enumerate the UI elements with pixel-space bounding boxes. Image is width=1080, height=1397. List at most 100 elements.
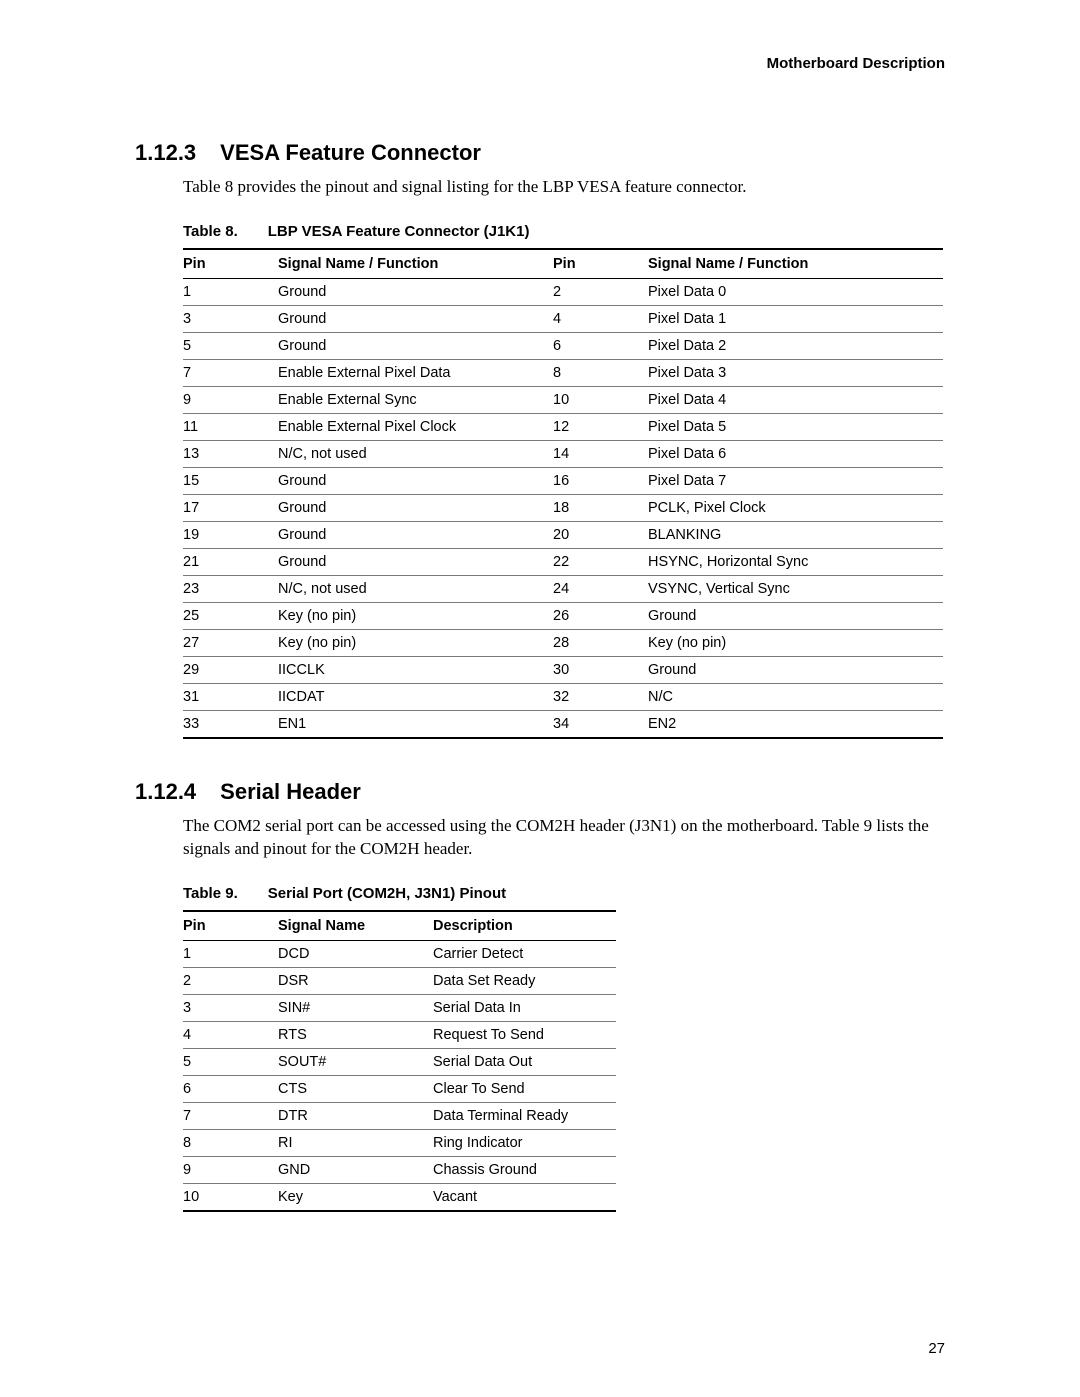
table-row: 1Ground2Pixel Data 0 [183, 278, 943, 305]
table-cell: Pixel Data 1 [648, 305, 943, 332]
table-cell: Data Set Ready [433, 967, 616, 994]
table-cell: 9 [183, 386, 278, 413]
table-cell: Data Terminal Ready [433, 1102, 616, 1129]
table-row: 6CTSClear To Send [183, 1075, 616, 1102]
table-cell: 8 [553, 359, 648, 386]
table-cell: CTS [278, 1075, 433, 1102]
table-cell: Key (no pin) [648, 629, 943, 656]
section-2-title: Serial Header [220, 779, 361, 804]
table-row: 11Enable External Pixel Clock12Pixel Dat… [183, 413, 943, 440]
table-cell: Pixel Data 4 [648, 386, 943, 413]
page-header: Motherboard Description [135, 55, 945, 72]
table-8-caption: Table 8.LBP VESA Feature Connector (J1K1… [183, 223, 945, 240]
table-cell: 30 [553, 656, 648, 683]
table-cell: DCD [278, 940, 433, 967]
table-cell: 2 [183, 967, 278, 994]
table-cell: N/C, not used [278, 440, 553, 467]
table-9-header-row: Pin Signal Name Description [183, 911, 616, 941]
table-cell: 34 [553, 710, 648, 738]
table-row: 31IICDAT32N/C [183, 683, 943, 710]
table-cell: 3 [183, 994, 278, 1021]
table-row: 1DCDCarrier Detect [183, 940, 616, 967]
table-9-col-1: Signal Name [278, 911, 433, 941]
table-cell: Key [278, 1183, 433, 1211]
section-2-paragraph: The COM2 serial port can be accessed usi… [183, 815, 945, 861]
table-cell: SIN# [278, 994, 433, 1021]
table-cell: Pixel Data 3 [648, 359, 943, 386]
table-cell: 3 [183, 305, 278, 332]
table-cell: GND [278, 1156, 433, 1183]
table-row: 23N/C, not used24VSYNC, Vertical Sync [183, 575, 943, 602]
table-cell: 4 [183, 1021, 278, 1048]
table-cell: 6 [183, 1075, 278, 1102]
table-cell: 21 [183, 548, 278, 575]
table-8-col-1: Signal Name / Function [278, 249, 553, 279]
section-1-number: 1.12.3 [135, 140, 196, 166]
table-row: 13N/C, not used14Pixel Data 6 [183, 440, 943, 467]
table-cell: Enable External Sync [278, 386, 553, 413]
table-cell: 11 [183, 413, 278, 440]
table-cell: Ring Indicator [433, 1129, 616, 1156]
table-cell: Ground [278, 521, 553, 548]
table-cell: Key (no pin) [278, 629, 553, 656]
table-cell: 29 [183, 656, 278, 683]
page-number: 27 [928, 1340, 945, 1357]
table-cell: 27 [183, 629, 278, 656]
section-1-heading: 1.12.3 VESA Feature Connector [135, 140, 945, 166]
table-8-header-row: Pin Signal Name / Function Pin Signal Na… [183, 249, 943, 279]
table-cell: 7 [183, 359, 278, 386]
table-cell: Ground [278, 548, 553, 575]
table-8: Pin Signal Name / Function Pin Signal Na… [183, 248, 943, 739]
table-cell: DTR [278, 1102, 433, 1129]
table-row: 27Key (no pin)28Key (no pin) [183, 629, 943, 656]
table-cell: 4 [553, 305, 648, 332]
section-1-title: VESA Feature Connector [220, 140, 481, 165]
table-cell: 8 [183, 1129, 278, 1156]
table-cell: 14 [553, 440, 648, 467]
table-cell: 9 [183, 1156, 278, 1183]
table-cell: N/C, not used [278, 575, 553, 602]
table-cell: 25 [183, 602, 278, 629]
table-cell: 22 [553, 548, 648, 575]
table-row: 4RTSRequest To Send [183, 1021, 616, 1048]
table-cell: 17 [183, 494, 278, 521]
table-cell: VSYNC, Vertical Sync [648, 575, 943, 602]
table-row: 10KeyVacant [183, 1183, 616, 1211]
table-cell: DSR [278, 967, 433, 994]
table-row: 7Enable External Pixel Data8Pixel Data 3 [183, 359, 943, 386]
table-cell: 13 [183, 440, 278, 467]
table-row: 3SIN#Serial Data In [183, 994, 616, 1021]
table-cell: 10 [553, 386, 648, 413]
table-row: 5Ground6Pixel Data 2 [183, 332, 943, 359]
table-row: 25Key (no pin)26Ground [183, 602, 943, 629]
table-cell: IICDAT [278, 683, 553, 710]
table-cell: Key (no pin) [278, 602, 553, 629]
table-9-caption: Table 9.Serial Port (COM2H, J3N1) Pinout [183, 885, 945, 902]
table-cell: 24 [553, 575, 648, 602]
table-cell: HSYNC, Horizontal Sync [648, 548, 943, 575]
table-row: 7DTRData Terminal Ready [183, 1102, 616, 1129]
table-cell: 31 [183, 683, 278, 710]
table-cell: 16 [553, 467, 648, 494]
table-cell: Ground [278, 305, 553, 332]
section-1-paragraph: Table 8 provides the pinout and signal l… [183, 176, 945, 199]
table-cell: Serial Data In [433, 994, 616, 1021]
table-row: 8RIRing Indicator [183, 1129, 616, 1156]
table-cell: Ground [278, 467, 553, 494]
table-row: 19Ground20BLANKING [183, 521, 943, 548]
table-cell: Pixel Data 6 [648, 440, 943, 467]
table-cell: Request To Send [433, 1021, 616, 1048]
table-9-col-0: Pin [183, 911, 278, 941]
section-2-number: 1.12.4 [135, 779, 196, 805]
table-cell: Ground [278, 494, 553, 521]
table-cell: 12 [553, 413, 648, 440]
table-cell: Ground [278, 278, 553, 305]
table-cell: Carrier Detect [433, 940, 616, 967]
table-cell: 10 [183, 1183, 278, 1211]
table-row: 3Ground4Pixel Data 1 [183, 305, 943, 332]
table-cell: 32 [553, 683, 648, 710]
table-9-label: Table 9. [183, 885, 238, 902]
table-cell: Ground [648, 656, 943, 683]
table-cell: IICCLK [278, 656, 553, 683]
table-cell: 28 [553, 629, 648, 656]
